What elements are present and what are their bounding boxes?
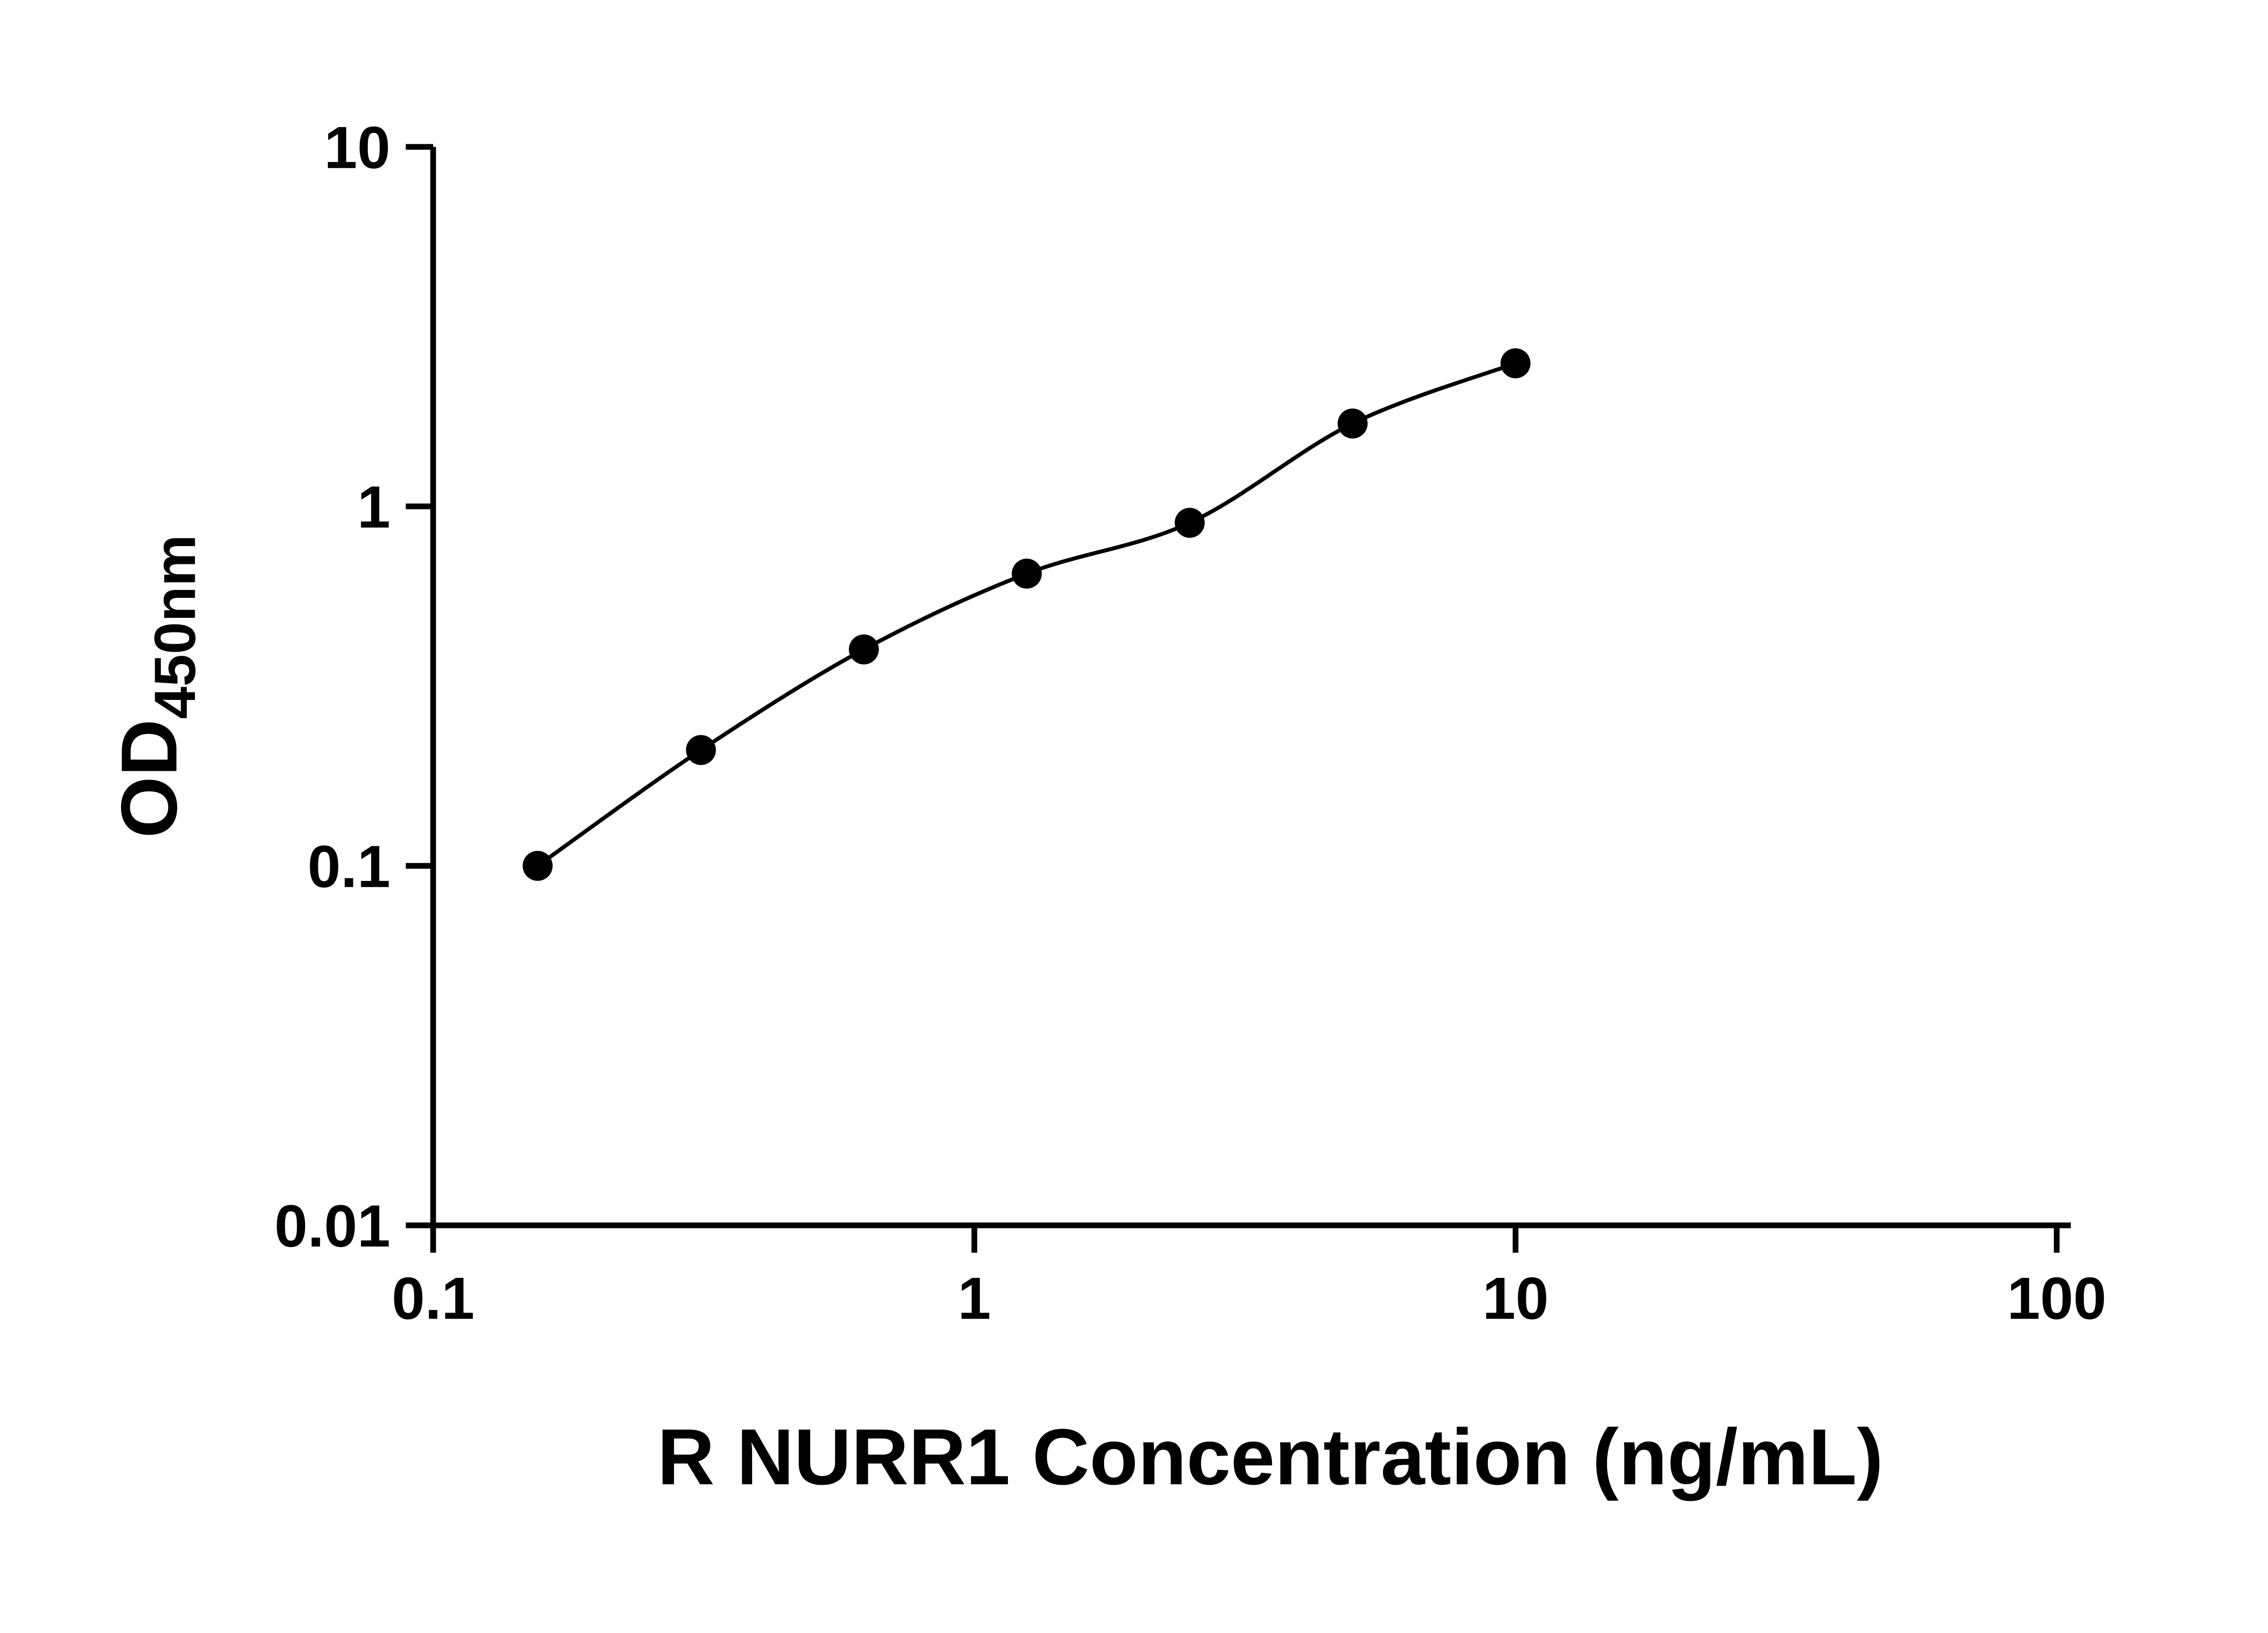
data-point [1337,408,1368,439]
data-point [849,634,879,665]
y-axis-tick-label: 0.01 [274,1193,390,1259]
y-axis-title: OD450nm [105,534,208,838]
x-axis-tick-label: 1 [958,1265,991,1331]
y-axis-tick-label: 10 [324,114,391,181]
y-axis-title-subscript: 450nm [143,534,208,719]
data-point [1012,558,1042,589]
data-point [1174,508,1205,538]
y-axis-title-main: OD [105,719,194,838]
elisa-standard-curve-figure: 0.1 1 10 100 0.01 0.1 1 10 R NURR1 Concentratio… [105,114,2107,1502]
data-point [1501,348,1531,378]
y-axis-tick-label: 1 [357,474,391,540]
x-axis-tick-label: 100 [2007,1265,2107,1331]
x-axis-tick-label: 0.1 [392,1265,474,1331]
data-point [686,735,716,765]
x-axis-title: R NURR1 Concentration (ng/mL) [657,1413,1883,1501]
y-axis-tick-label: 0.1 [308,833,390,900]
fit-curve [536,361,1516,868]
axes [430,147,2071,1228]
data-point [523,851,553,881]
x-axis-tick-label: 10 [1482,1265,1549,1331]
